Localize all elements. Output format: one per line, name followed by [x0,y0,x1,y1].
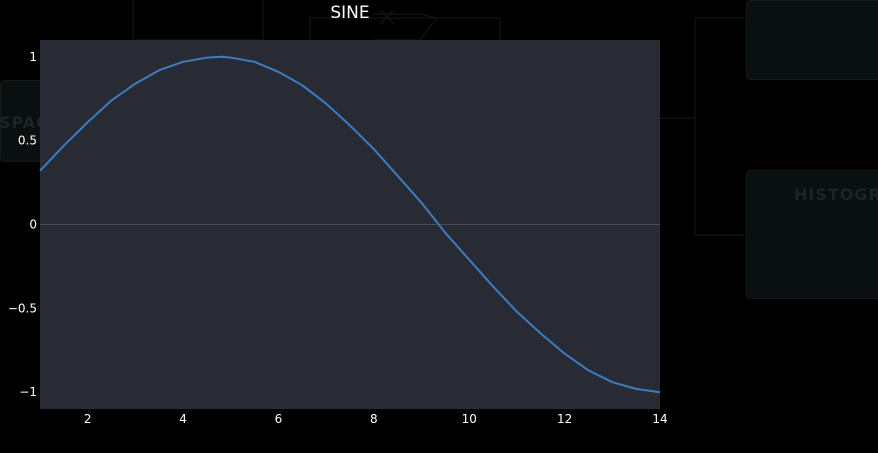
y-tick-label: −1 [19,385,37,399]
x-tick-label: 14 [652,412,667,426]
y-axis: −1 −0.5 0 0.5 1 [8,50,37,399]
x-tick-label: 12 [557,412,572,426]
background-node-scatter [746,0,878,80]
x-tick-label: 10 [462,412,477,426]
x-tick-label: 6 [275,412,283,426]
x-tick-label: 2 [84,412,92,426]
chart-title: SINE [330,3,370,23]
series-line[interactable] [39,55,661,394]
x-axis: 2 4 6 8 10 12 14 [84,412,668,426]
y-tick-label: 0 [29,218,37,232]
background-node-histogram-title: HISTOGRA [794,185,878,204]
background-node-space-title: SPAC [0,113,49,132]
y-tick-label: −0.5 [8,301,37,315]
y-tick-label: 0.5 [18,134,37,148]
x-tick-label: 4 [179,412,187,426]
x-tick-label: 8 [370,412,378,426]
background-node-histogram: HISTOGRA [746,170,878,299]
y-tick-label: 1 [29,50,37,64]
